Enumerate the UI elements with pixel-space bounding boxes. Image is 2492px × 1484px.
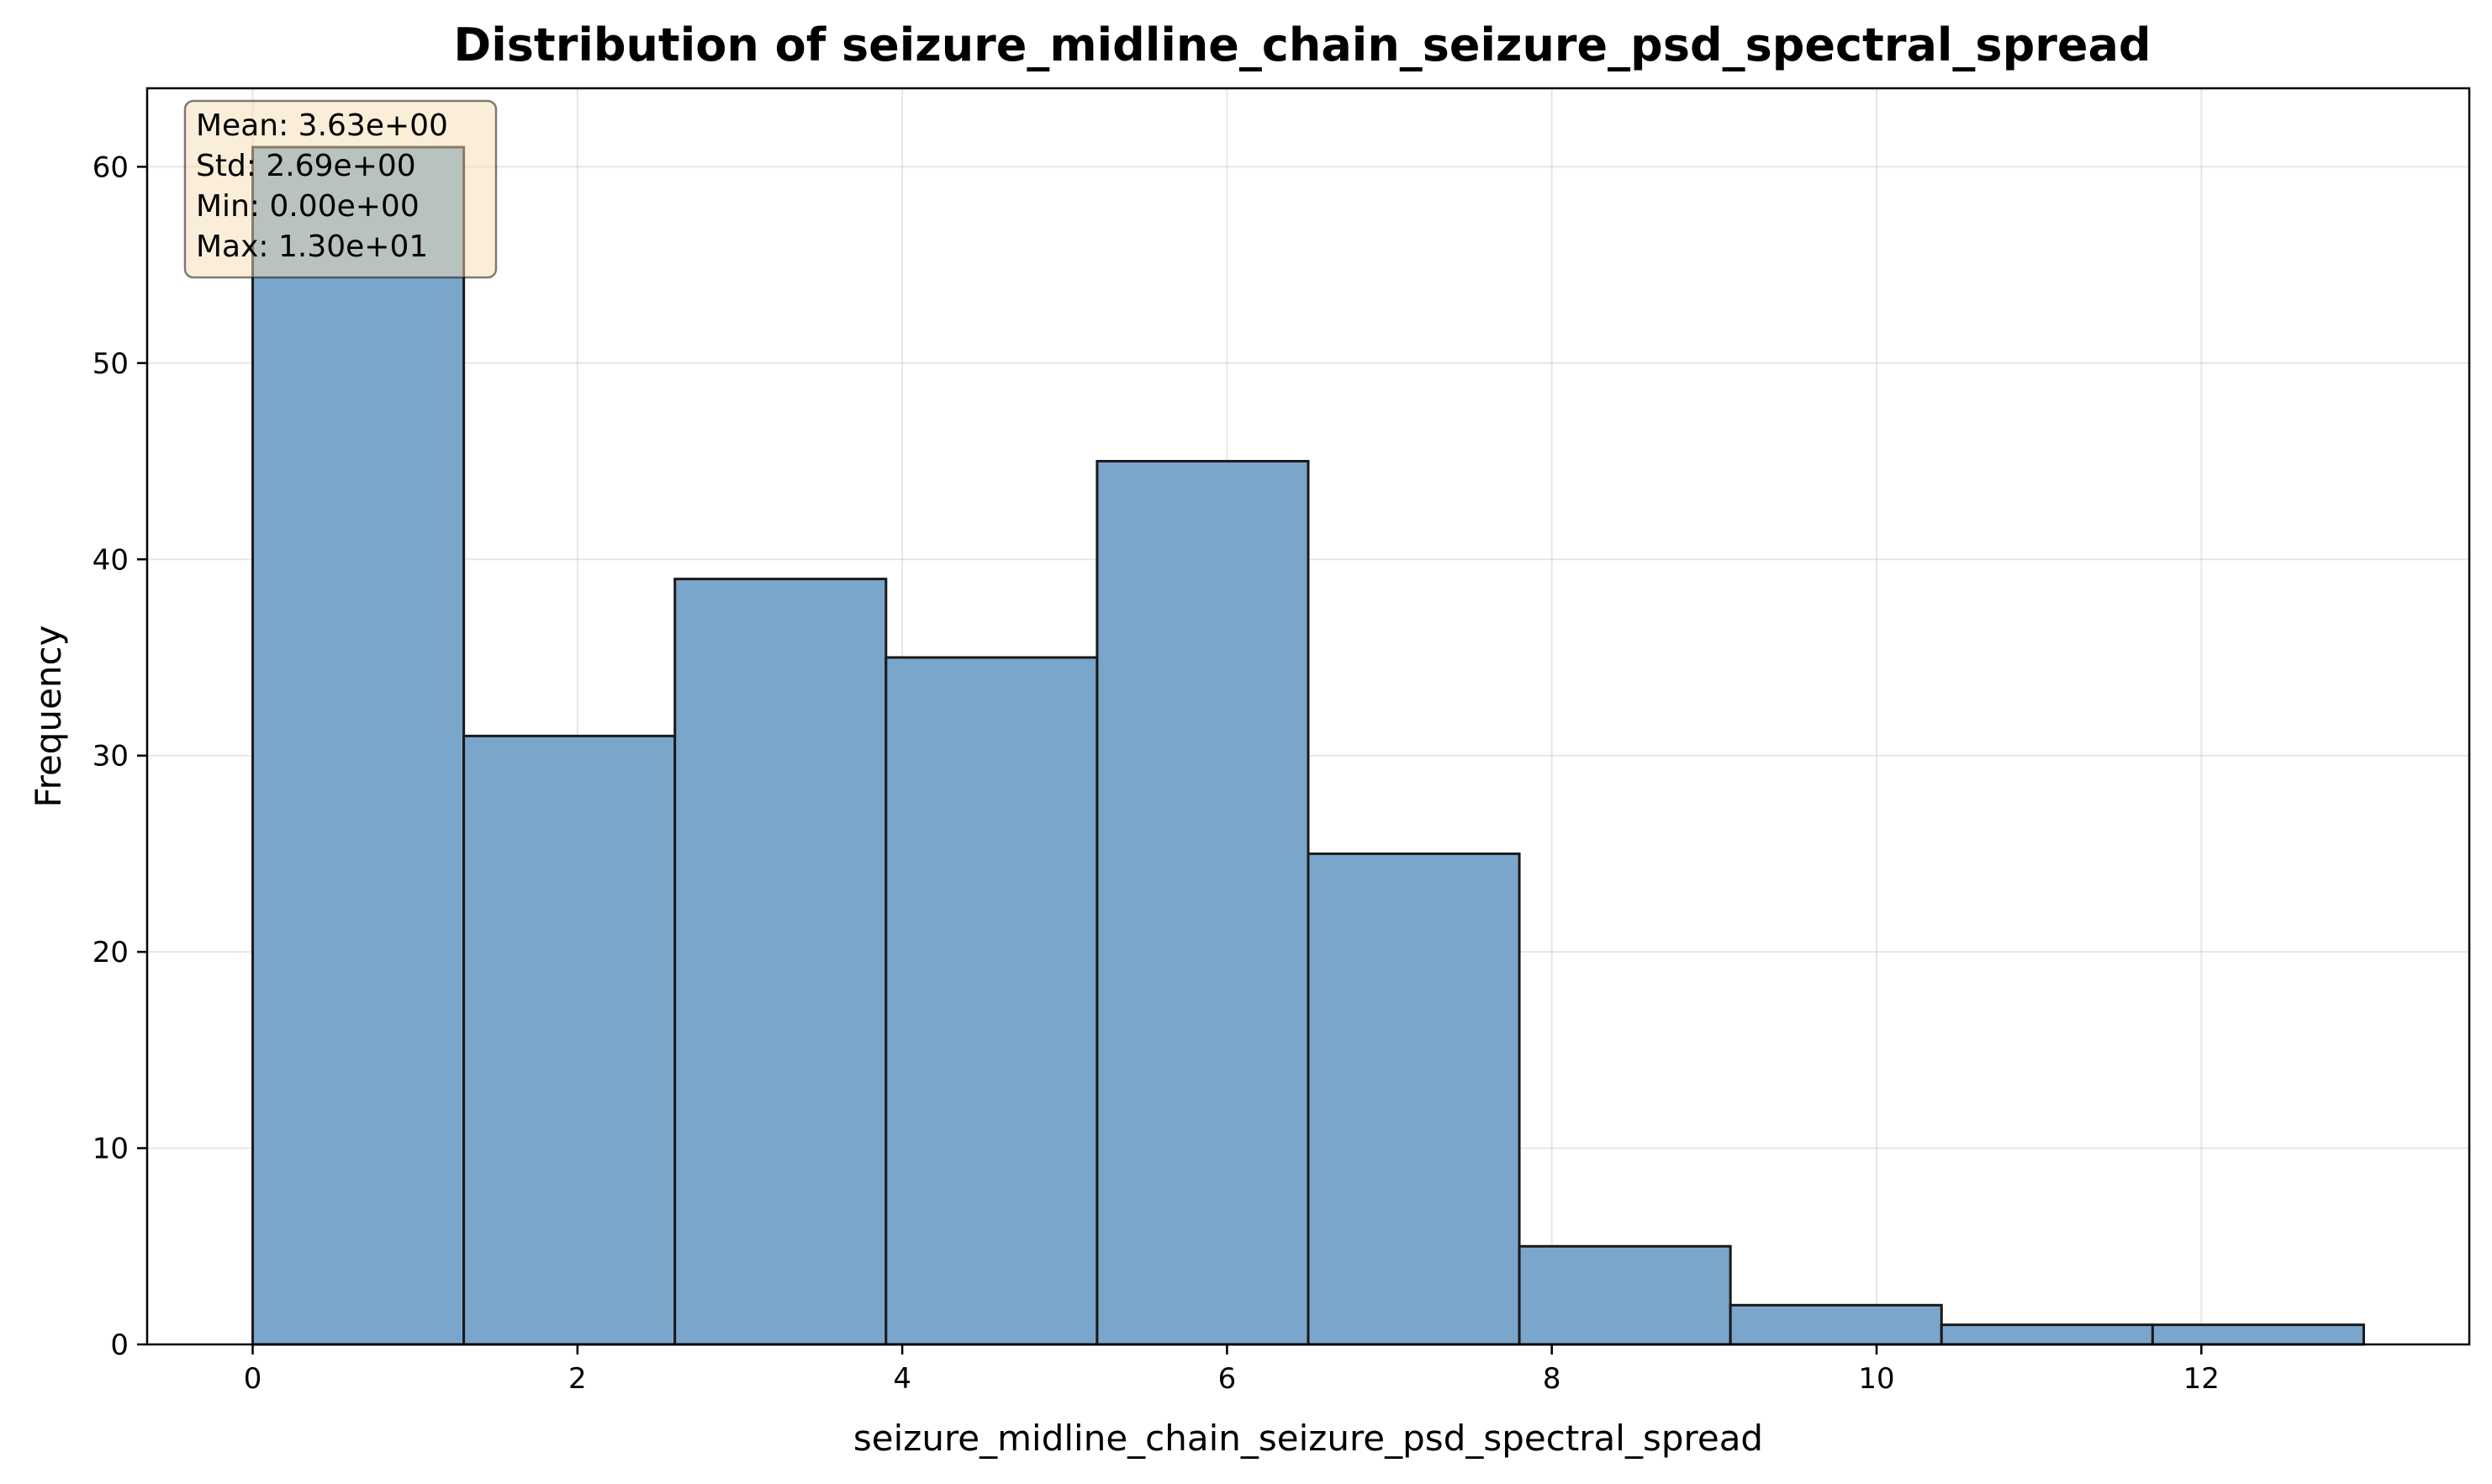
histogram-bar — [884, 656, 1099, 1346]
y-tick-label: 50 — [92, 347, 129, 381]
x-tick-label: 0 — [244, 1362, 262, 1396]
axes-frame — [145, 87, 2471, 1346]
stats-max: Max: 1.30e+01 — [196, 230, 428, 264]
histogram-bar — [1729, 1303, 1943, 1346]
chart-title: Distribution of seizure_midline_chain_se… — [453, 18, 2151, 71]
histogram-bar — [1307, 852, 1521, 1346]
x-axis-label: seizure_midline_chain_seizure_psd_spectr… — [853, 1418, 1763, 1459]
y-tick-label: 30 — [92, 740, 129, 774]
x-tick-label: 12 — [2183, 1362, 2220, 1396]
y-tick-label: 20 — [92, 936, 129, 969]
histogram-bar — [1096, 460, 1310, 1346]
histogram-bar — [673, 578, 888, 1346]
histogram-bar — [251, 145, 466, 1346]
stats-box-background — [183, 99, 498, 279]
histogram-bar — [462, 734, 677, 1346]
histogram-bars — [251, 145, 2365, 1346]
y-axis-ticks: 0 10 20 30 40 50 60 — [92, 151, 147, 1362]
y-tick-label: 10 — [92, 1133, 129, 1166]
x-axis-ticks: 0 2 4 6 8 10 12 — [244, 1344, 2220, 1396]
y-tick-label: 60 — [92, 151, 129, 184]
stats-min: Min: 0.00e+00 — [196, 189, 420, 224]
histogram-bar — [1940, 1323, 2154, 1346]
y-axis-label: Frequency — [28, 626, 69, 808]
x-tick-label: 4 — [893, 1362, 911, 1396]
y-tick-label: 40 — [92, 543, 129, 577]
stats-mean: Mean: 3.63e+00 — [196, 108, 448, 143]
x-tick-label: 8 — [1543, 1362, 1561, 1396]
stats-std: Std: 2.69e+00 — [196, 149, 416, 183]
histogram-bar — [2151, 1323, 2365, 1346]
stats-box: Mean: 3.63e+00 Std: 2.69e+00 Min: 0.00e+… — [183, 99, 498, 279]
x-tick-label: 6 — [1218, 1362, 1237, 1396]
x-tick-label: 10 — [1858, 1362, 1894, 1396]
x-tick-label: 2 — [568, 1362, 587, 1396]
histogram-bar — [1518, 1244, 1732, 1346]
y-tick-label: 0 — [110, 1328, 129, 1362]
